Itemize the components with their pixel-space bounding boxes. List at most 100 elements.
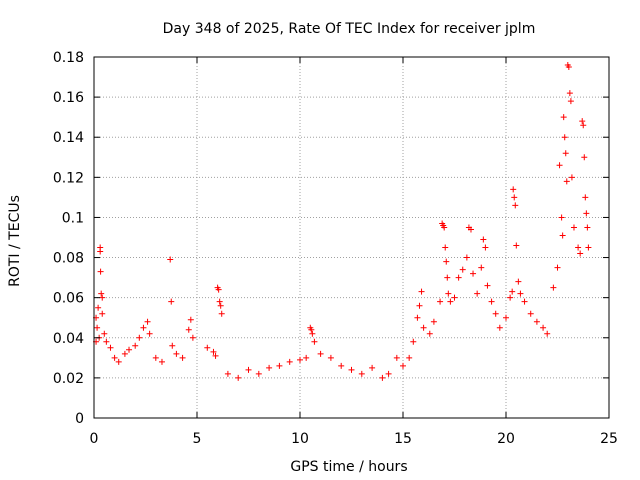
- data-point: [218, 310, 225, 317]
- data-point: [410, 338, 417, 345]
- data-point: [527, 310, 534, 317]
- x-tick-label: 0: [90, 431, 99, 447]
- data-point: [99, 294, 106, 301]
- data-point: [103, 338, 110, 345]
- x-tick-label: 10: [291, 431, 309, 447]
- data-point: [459, 266, 466, 273]
- data-point: [437, 298, 444, 305]
- data-point: [136, 334, 143, 341]
- axis-ticks: 0 0.02 0.04 0.06 0.08 0.1 0.12 0.14 0.16 0.18 0 5 10…: [53, 50, 618, 447]
- data-point: [158, 358, 165, 365]
- data-point: [444, 274, 451, 281]
- data-point: [185, 326, 192, 333]
- y-tick-label: 0.18: [53, 50, 84, 66]
- data-point: [97, 268, 104, 275]
- data-point: [463, 254, 470, 261]
- data-point: [579, 118, 586, 125]
- data-point: [111, 354, 118, 361]
- data-point: [173, 350, 180, 357]
- data-point: [297, 356, 303, 363]
- data-point: [585, 244, 592, 251]
- data-point: [455, 274, 462, 281]
- data-point: [507, 294, 514, 301]
- data-point: [512, 202, 519, 209]
- data-point: [533, 318, 540, 325]
- data-point: [482, 244, 489, 251]
- data-point: [540, 324, 547, 331]
- data-point: [496, 324, 503, 331]
- data-point: [107, 344, 114, 351]
- data-point: [467, 226, 474, 233]
- data-point: [167, 256, 174, 263]
- data-point: [393, 354, 400, 361]
- data-point: [97, 248, 104, 255]
- y-tick-label: 0: [75, 411, 84, 427]
- data-point: [358, 370, 365, 377]
- data-point: [474, 290, 481, 297]
- y-tick-label: 0.12: [53, 170, 84, 186]
- data-point: [554, 264, 561, 271]
- data-point: [311, 338, 318, 345]
- data-point: [492, 310, 499, 317]
- data-point: [560, 114, 567, 121]
- data-point: [95, 304, 102, 311]
- data-point: [515, 278, 522, 285]
- data-point: [566, 90, 573, 97]
- y-tick-label: 0.06: [53, 291, 84, 307]
- data-point: [513, 242, 520, 249]
- y-tick-label: 0.1: [62, 210, 84, 226]
- data-point: [235, 374, 242, 381]
- data-point: [215, 286, 222, 293]
- data-point: [510, 186, 517, 193]
- data-point: [521, 298, 528, 305]
- data-point: [562, 150, 569, 157]
- y-tick-label: 0.02: [53, 371, 84, 387]
- data-point: [132, 342, 139, 349]
- x-axis-label: GPS time / hours: [290, 459, 407, 475]
- data-point: [406, 354, 413, 361]
- data-point: [568, 174, 575, 181]
- data-point: [550, 284, 557, 291]
- data-point: [447, 298, 454, 305]
- data-point: [101, 330, 108, 337]
- data-point: [442, 244, 449, 251]
- data-point: [488, 298, 495, 305]
- data-point: [563, 178, 570, 185]
- data-point: [556, 162, 563, 169]
- y-tick-label: 0.04: [53, 331, 84, 347]
- data-point: [146, 330, 153, 337]
- data-point: [115, 358, 122, 365]
- data-point: [567, 98, 574, 105]
- data-point: [317, 350, 324, 357]
- data-point: [565, 64, 572, 71]
- data-point: [308, 326, 315, 333]
- data-point: [484, 282, 491, 289]
- data-point: [418, 288, 425, 295]
- data-points: [93, 62, 592, 381]
- data-point: [511, 194, 518, 201]
- data-point: [385, 370, 392, 377]
- data-point: [152, 354, 159, 361]
- data-point: [559, 232, 566, 239]
- data-point: [169, 342, 176, 349]
- data-point: [309, 330, 316, 337]
- data-point: [245, 366, 252, 373]
- data-point: [144, 318, 151, 325]
- data-point: [179, 354, 186, 361]
- x-tick-label: 5: [193, 431, 202, 447]
- data-point: [426, 330, 433, 337]
- data-point: [216, 298, 223, 305]
- data-point: [94, 324, 101, 331]
- data-point: [255, 370, 262, 377]
- data-point: [204, 344, 211, 351]
- data-point: [416, 302, 423, 309]
- data-point: [224, 370, 231, 377]
- data-point: [303, 354, 310, 361]
- data-point: [348, 366, 355, 373]
- data-point: [470, 270, 477, 277]
- data-point: [98, 290, 105, 297]
- data-point: [570, 224, 577, 231]
- data-point: [430, 318, 437, 325]
- data-point: [140, 324, 147, 331]
